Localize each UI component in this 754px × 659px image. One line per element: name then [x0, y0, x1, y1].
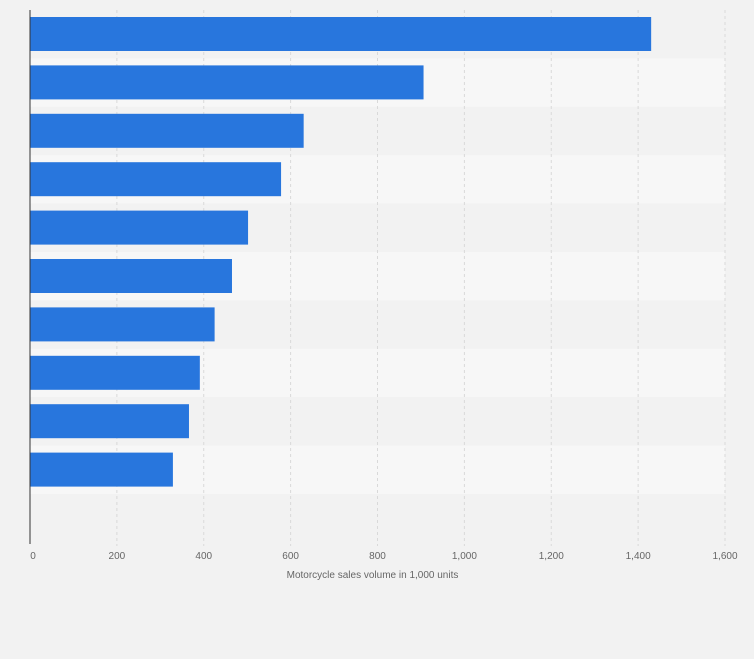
x-axis-title: Motorcycle sales volume in 1,000 units	[287, 570, 459, 581]
x-tick-label: 0	[30, 551, 36, 562]
x-tick-label: 1,000	[452, 551, 477, 562]
x-tick-label: 200	[109, 551, 126, 562]
x-axis-ticks: 0 200 400 600 800 1,000 1,200 1,400 1,600	[30, 551, 738, 562]
bar	[30, 259, 232, 293]
bar	[30, 210, 249, 245]
bar	[30, 404, 189, 439]
bar	[30, 65, 424, 100]
bar	[30, 355, 200, 390]
x-tick-label: 800	[369, 551, 386, 562]
bar	[30, 452, 173, 487]
x-tick-label: 1,400	[626, 551, 651, 562]
bar	[30, 162, 282, 197]
x-tick-label: 400	[195, 551, 212, 562]
bar	[30, 113, 304, 148]
bar	[30, 307, 215, 342]
x-tick-label: 1,200	[539, 551, 564, 562]
bars	[30, 17, 652, 487]
x-tick-label: 1,600	[712, 551, 737, 562]
x-tick-label: 600	[282, 551, 299, 562]
bar	[30, 17, 652, 51]
